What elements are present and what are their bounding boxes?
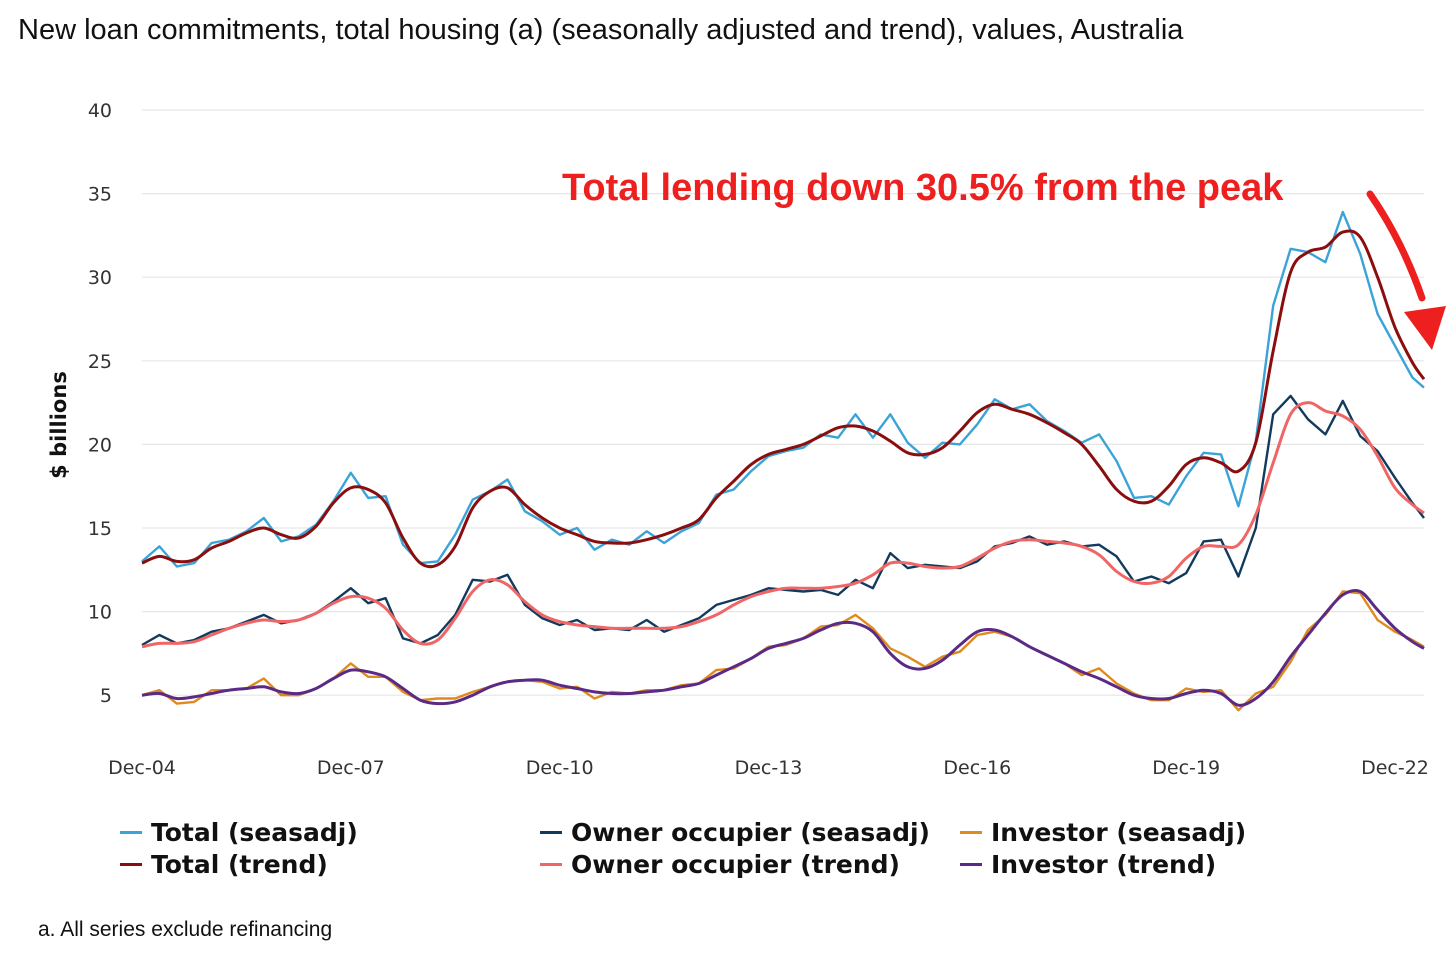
y-tick-label: 40	[88, 100, 112, 122]
legend-item-owner-trend[interactable]: Owner occupier (trend)	[540, 850, 900, 879]
legend-label: Owner occupier (trend)	[571, 850, 900, 879]
y-tick-label: 30	[88, 267, 112, 289]
x-tick-label: Dec-22	[1361, 757, 1429, 779]
series-line-owner-sa	[141, 394, 1425, 647]
y-axis-ticks: 5 10 15 20 25 30 35 40	[88, 100, 112, 707]
legend-swatch	[960, 831, 982, 834]
x-tick-label: Dec-19	[1152, 757, 1220, 779]
legend-label: Total (seasadj)	[151, 818, 358, 847]
legend-item-total-sa[interactable]: Total (seasadj)	[120, 818, 358, 847]
series-line-owner-trend	[141, 401, 1425, 649]
legend-label: Owner occupier (seasadj)	[571, 818, 930, 847]
legend-swatch	[120, 863, 142, 866]
y-tick-label: 5	[100, 685, 112, 707]
annotation-arrow-head	[1404, 306, 1446, 350]
legend-label: Total (trend)	[151, 850, 328, 879]
footnote: a. All series exclude refinancing	[38, 918, 333, 941]
series-line-total-sa	[141, 210, 1425, 568]
legend-swatch	[120, 831, 142, 834]
series-line-investor-sa	[141, 590, 1425, 712]
legend-item-total-trend[interactable]: Total (trend)	[120, 850, 328, 879]
x-axis-ticks: Dec-04 Dec-07 Dec-10 Dec-13 Dec-16 Dec-19 Dec-…	[108, 757, 1429, 779]
legend-label: Investor (trend)	[991, 850, 1217, 879]
legend-item-owner-sa[interactable]: Owner occupier (seasadj)	[540, 818, 930, 847]
y-tick-label: 35	[88, 184, 112, 206]
annotation-text: Total lending down 30.5% from the peak	[562, 167, 1284, 209]
chart-title: New loan commitments, total housing (a) …	[18, 14, 1184, 46]
series-line-investor-trend	[141, 588, 1425, 707]
series-line-total-trend	[141, 229, 1426, 569]
annotation-arrow-shaft	[1366, 190, 1426, 302]
y-axis-label: $ billions	[47, 371, 71, 479]
legend-swatch	[540, 863, 562, 866]
y-tick-label: 25	[88, 351, 112, 373]
x-tick-label: Dec-13	[735, 757, 803, 779]
y-tick-label: 20	[88, 434, 112, 456]
legend-swatch	[540, 831, 562, 834]
grid-lines	[142, 109, 1424, 696]
legend-item-investor-sa[interactable]: Investor (seasadj)	[960, 818, 1246, 847]
legend-label: Investor (seasadj)	[991, 818, 1247, 847]
legend-swatch	[960, 863, 982, 866]
x-tick-label: Dec-07	[317, 757, 385, 779]
line-chart: 5 10 15 20 25 30 35 40 Dec-04 Dec-07 Dec-10 Dec-13…	[47, 100, 1446, 779]
x-tick-label: Dec-16	[943, 757, 1011, 779]
y-tick-label: 10	[88, 602, 112, 624]
x-tick-label: Dec-10	[526, 757, 594, 779]
y-tick-label: 15	[88, 518, 112, 540]
x-tick-label: Dec-04	[108, 757, 176, 779]
legend-item-investor-trend[interactable]: Investor (trend)	[960, 850, 1216, 879]
series-lines	[141, 210, 1426, 712]
